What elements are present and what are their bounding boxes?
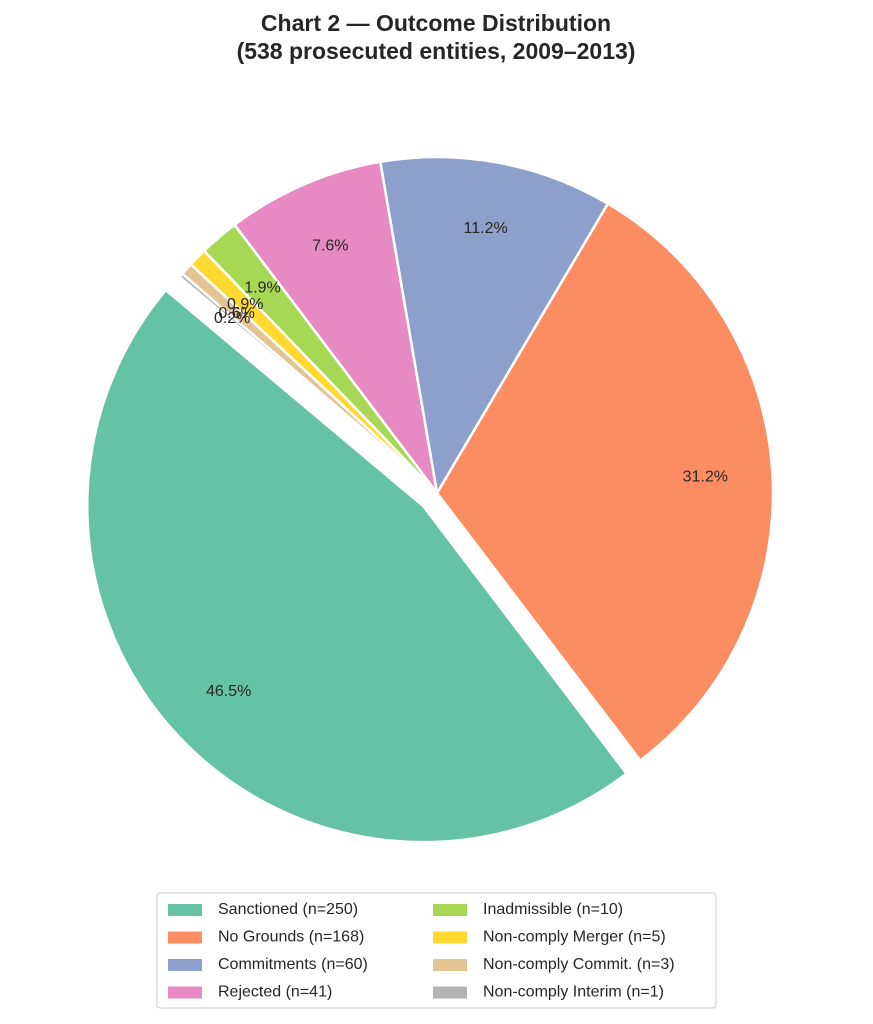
legend-swatch: [433, 959, 467, 971]
legend-label: No Grounds (n=168): [218, 929, 364, 946]
chart-subtitle: (538 prosecuted entities, 2009–2013): [237, 38, 636, 64]
legend-label: Non-comply Interim (n=1): [483, 984, 664, 1001]
value-label: 46.5%: [206, 683, 251, 700]
pie-slice: [86, 288, 629, 844]
value-label: 11.2%: [464, 220, 508, 237]
legend-swatch: [433, 904, 467, 916]
pie-slice: [177, 272, 438, 494]
value-label: 1.9%: [244, 280, 280, 297]
chart-title: Chart 2 — Outcome Distribution: [261, 10, 611, 36]
pie-slice: [435, 201, 775, 763]
legend-swatch: [168, 959, 202, 971]
legend-swatch: [168, 986, 202, 999]
legend-swatch: [433, 931, 467, 944]
value-label: 0.6%: [218, 305, 254, 322]
legend-label: Sanctioned (n=250): [218, 901, 358, 918]
legend-label: Commitments (n=60): [218, 956, 368, 973]
value-label: 0.2%: [214, 310, 250, 327]
legend-label: Non-comply Merger (n=5): [483, 929, 666, 946]
value-label: 0.9%: [227, 296, 263, 313]
legend-label: Inadmissible (n=10): [483, 901, 623, 918]
legend-box: [156, 892, 717, 1009]
legend-swatch: [168, 904, 202, 916]
legend-label: Rejected (n=41): [218, 984, 332, 1001]
legend-label: Non-comply Commit. (n=3): [483, 956, 675, 973]
value-label: 7.6%: [312, 238, 348, 255]
value-label: 31.2%: [683, 469, 728, 486]
pie-slice: [378, 155, 610, 497]
legend-swatch: [433, 986, 467, 999]
legend-swatch: [168, 931, 202, 944]
pie-slice: [232, 160, 439, 494]
